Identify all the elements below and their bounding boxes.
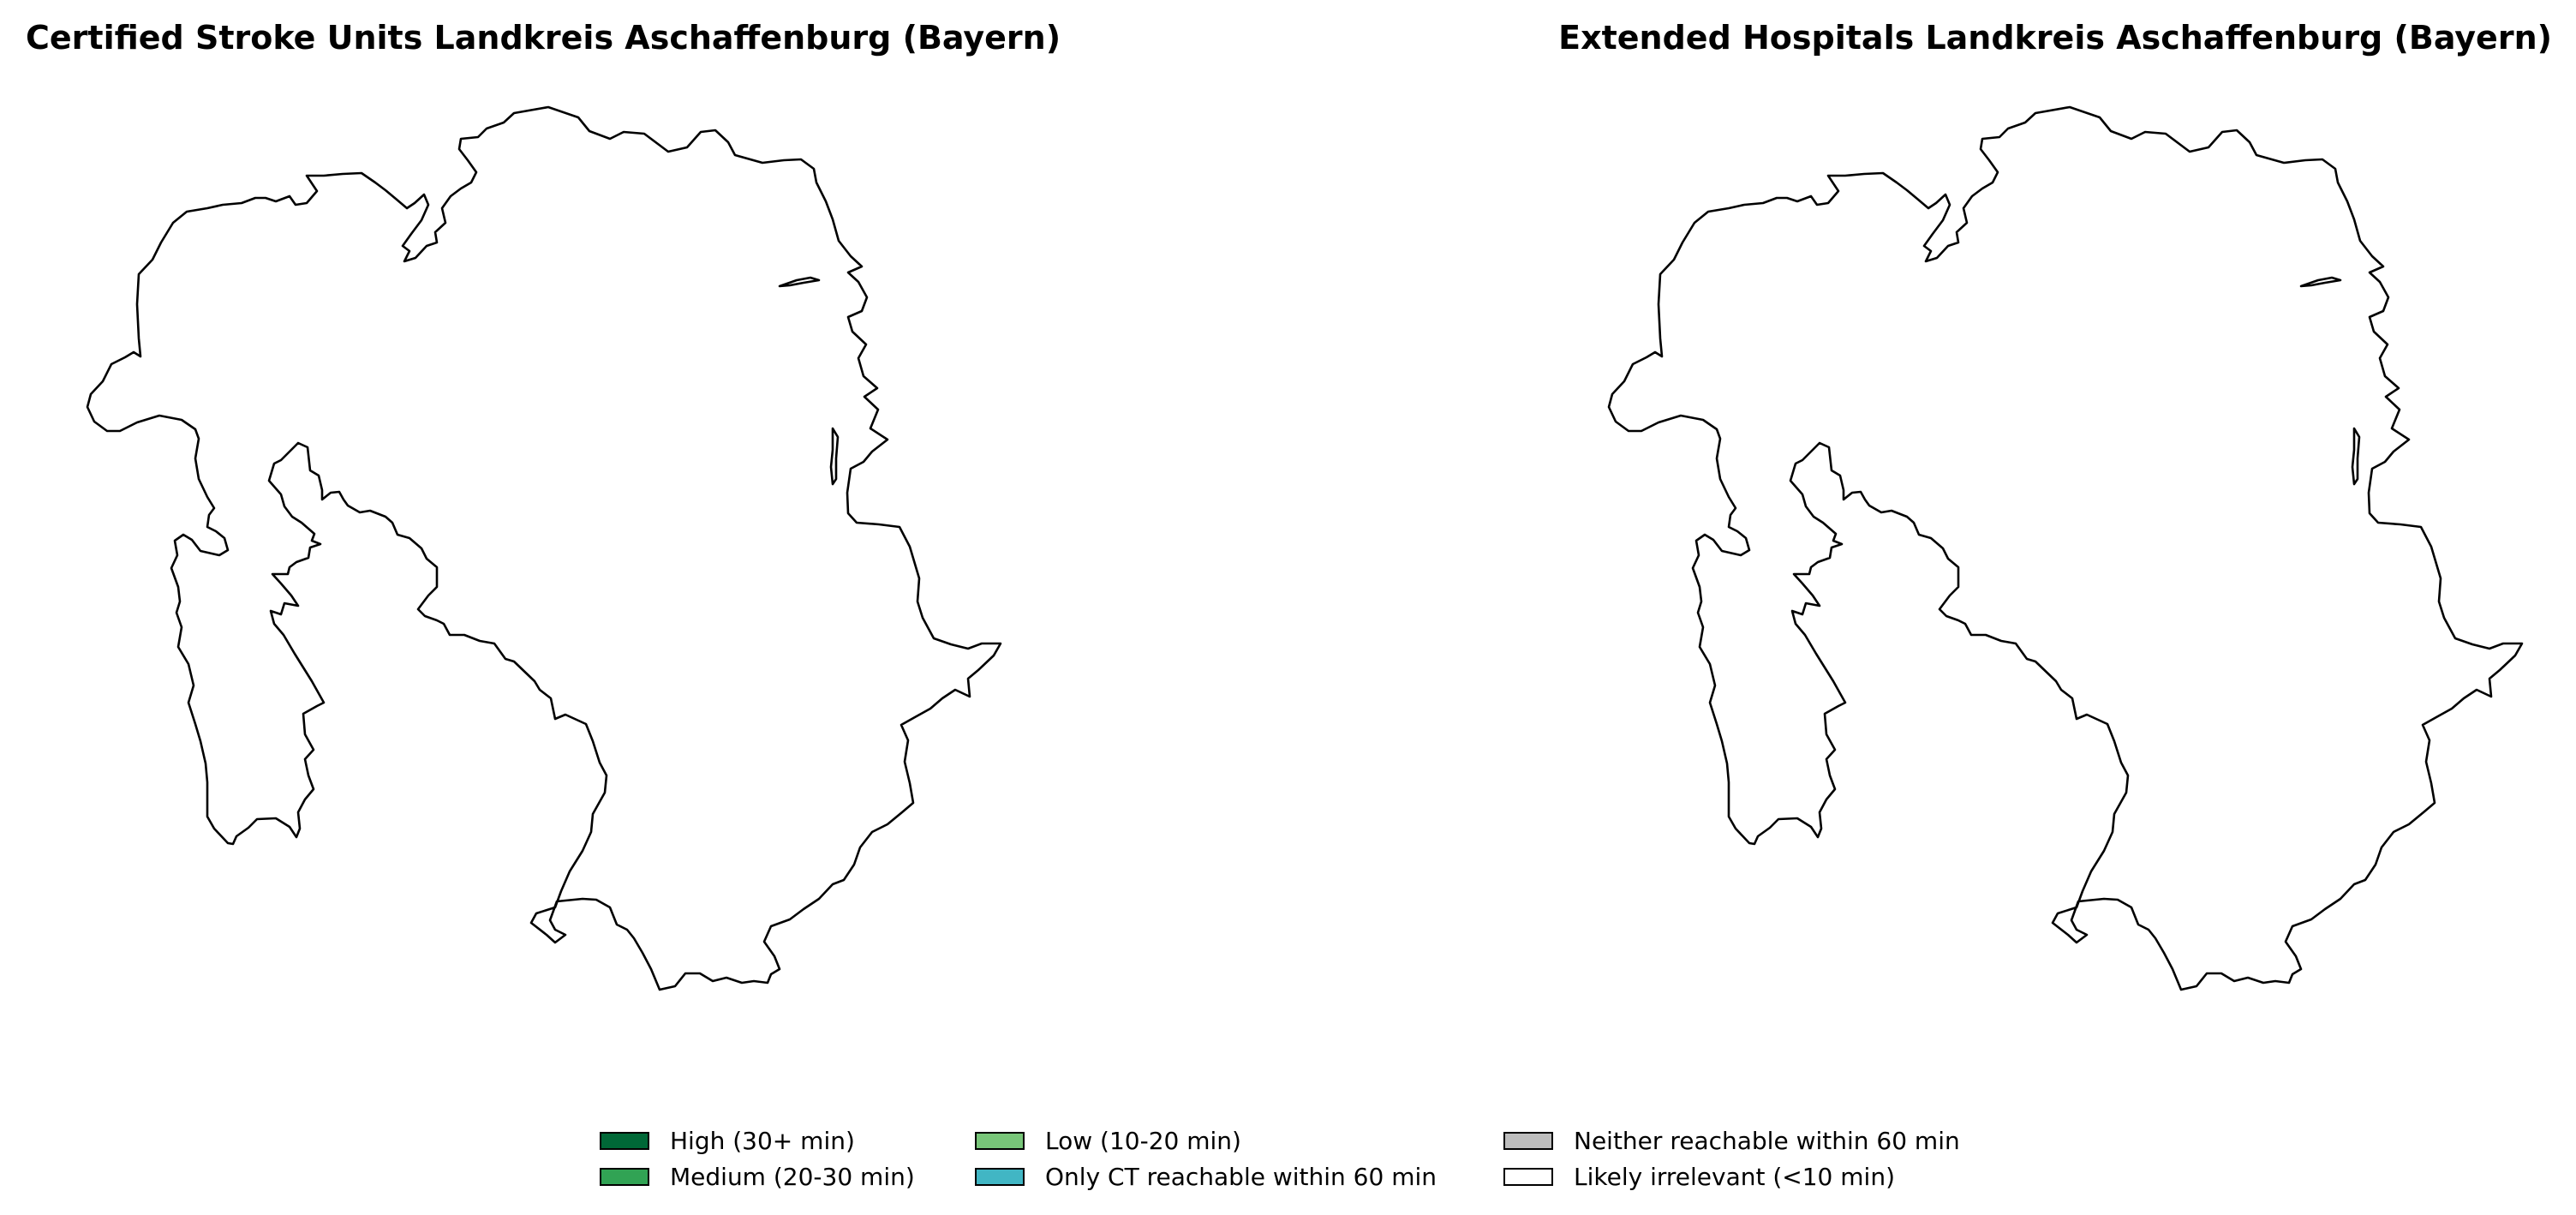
left-district-map	[86, 105, 1002, 991]
legend-label: Only CT reachable within 60 min	[1045, 1162, 1437, 1191]
right-panel-title: Extended Hospitals Landkreis Aschaffenbu…	[1558, 19, 2552, 57]
district-outline	[86, 105, 1002, 991]
legend-label: High (30+ min)	[670, 1126, 855, 1155]
district-enclave-north	[778, 276, 821, 288]
legend-label: Medium (20-30 min)	[670, 1162, 915, 1191]
right-district-map	[1607, 105, 2524, 991]
legend-swatch	[975, 1167, 1025, 1186]
legend-item-neither: Neither reachable within 60 min	[1503, 1122, 1960, 1158]
legend-label: Low (10-20 min)	[1045, 1126, 1241, 1155]
legend-item-low: Low (10-20 min)	[975, 1122, 1241, 1158]
legend-swatch	[600, 1131, 649, 1150]
legend: High (30+ min) Medium (20-30 min) Low (1…	[600, 1122, 2013, 1208]
district-enclave-east	[829, 427, 840, 486]
legend-item-medium: Medium (20-30 min)	[600, 1158, 915, 1194]
left-panel-title: Certified Stroke Units Landkreis Aschaff…	[26, 19, 1061, 57]
district-enclave-east	[2351, 427, 2361, 486]
legend-item-high: High (30+ min)	[600, 1122, 855, 1158]
legend-swatch	[975, 1131, 1025, 1150]
legend-swatch	[1503, 1131, 1553, 1150]
legend-item-irrelevant: Likely irrelevant (<10 min)	[1503, 1158, 1895, 1194]
legend-swatch	[600, 1167, 649, 1186]
district-enclave-north	[2299, 276, 2342, 288]
legend-label: Neither reachable within 60 min	[1574, 1126, 1960, 1155]
legend-swatch	[1503, 1167, 1553, 1186]
legend-label: Likely irrelevant (<10 min)	[1574, 1162, 1895, 1191]
district-outline	[1607, 105, 2524, 991]
legend-item-only-ct: Only CT reachable within 60 min	[975, 1158, 1437, 1194]
